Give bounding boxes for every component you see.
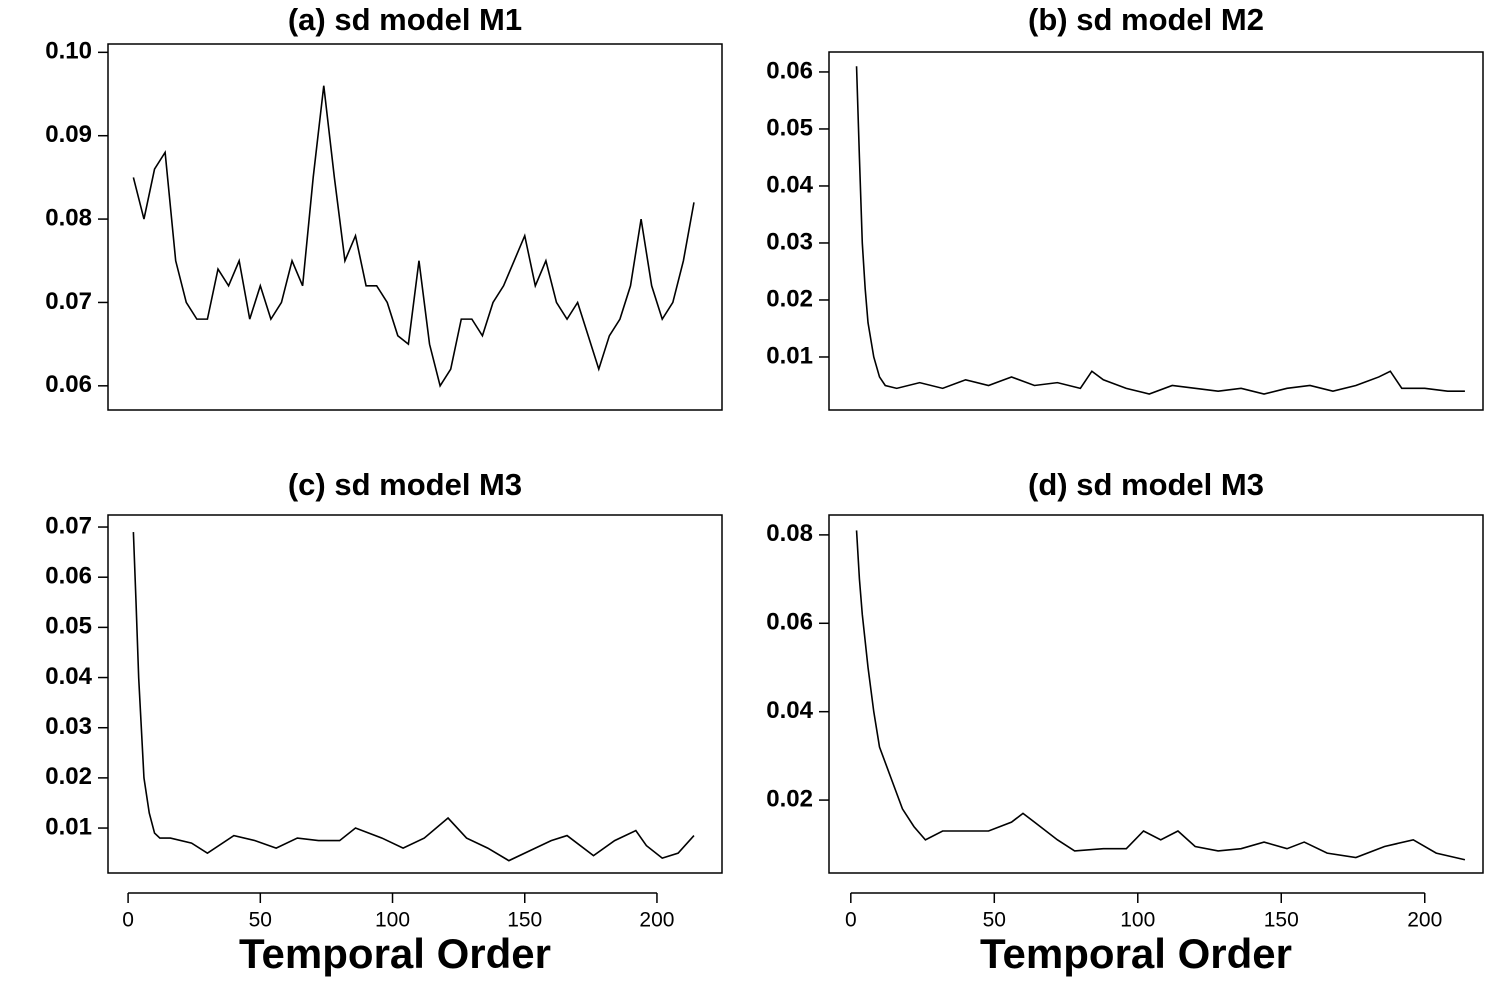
y-tick-label: 0.05 [45, 613, 92, 640]
y-tick-label: 0.01 [45, 813, 92, 840]
x-tick-label: 100 [375, 909, 410, 932]
y-tick-label: 0.02 [766, 785, 813, 812]
data-line [855, 66, 1465, 395]
plot-frame [828, 514, 1484, 874]
x-axis-label: Temporal Order [980, 930, 1292, 977]
x-tick-label: 150 [1264, 909, 1299, 932]
data-line [132, 532, 695, 862]
y-tick-label: 0.09 [45, 121, 92, 148]
y-tick-label: 0.03 [766, 228, 813, 255]
x-tick-label: 50 [983, 909, 1006, 932]
x-tick-label: 50 [249, 909, 272, 932]
x-tick-label: 150 [507, 909, 542, 932]
y-tick-label: 0.01 [766, 342, 813, 369]
y-tick-label: 0.02 [766, 285, 813, 312]
y-tick-label: 0.06 [766, 57, 813, 84]
y-tick-label: 0.07 [45, 512, 92, 539]
x-tick-label: 200 [639, 909, 674, 932]
data-line [855, 530, 1466, 861]
y-tick-label: 0.06 [766, 609, 813, 636]
y-tick-label: 0.05 [766, 114, 813, 141]
panel-title: (a) sd model M1 [288, 2, 522, 37]
y-tick-label: 0.04 [766, 697, 813, 724]
x-tick-label: 200 [1407, 909, 1442, 932]
y-tick-label: 0.06 [45, 371, 92, 398]
panel-title: (b) sd model M2 [1028, 2, 1264, 37]
y-tick-label: 0.10 [45, 38, 92, 65]
y-tick-label: 0.03 [45, 713, 92, 740]
y-tick-label: 0.07 [45, 288, 92, 315]
x-tick-label: 0 [122, 909, 134, 932]
y-tick-label: 0.04 [766, 171, 813, 198]
x-tick-label: 0 [845, 909, 857, 932]
y-tick-label: 0.06 [45, 563, 92, 590]
panel-title: (d) sd model M3 [1028, 467, 1264, 502]
y-tick-label: 0.04 [45, 663, 92, 690]
plot-frame [107, 43, 723, 411]
data-line [132, 85, 695, 388]
x-tick-label: 100 [1120, 909, 1155, 932]
panel-title: (c) sd model M3 [288, 467, 522, 502]
y-tick-label: 0.08 [45, 204, 92, 231]
y-tick-label: 0.08 [766, 520, 813, 547]
y-tick-label: 0.02 [45, 763, 92, 790]
x-axis-label: Temporal Order [239, 930, 551, 977]
plot-frame [828, 51, 1484, 411]
plot-frame [107, 514, 723, 874]
